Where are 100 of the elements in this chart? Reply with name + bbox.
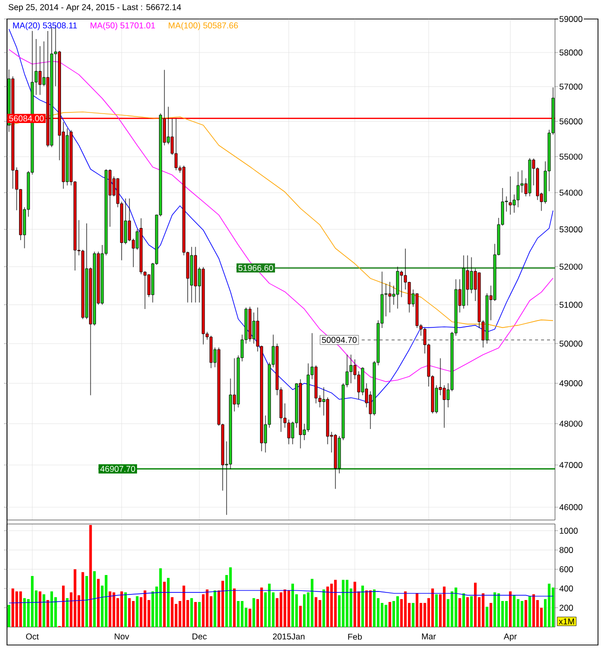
bar xyxy=(318,600,322,628)
bar xyxy=(482,593,484,628)
y-tick-label: 600 xyxy=(560,566,573,572)
candlestick xyxy=(508,176,512,215)
candlestick xyxy=(396,266,400,309)
text: MA(50) 51701.01 xyxy=(90,22,155,30)
x-tick-label: Feb xyxy=(348,634,362,640)
bar xyxy=(346,580,348,628)
bar xyxy=(330,584,333,628)
bar xyxy=(42,594,46,628)
bar xyxy=(404,591,407,628)
bar xyxy=(233,588,236,628)
candlestick xyxy=(400,270,403,298)
y-tick-label: 55000 xyxy=(560,154,582,160)
bar xyxy=(369,590,372,628)
bar xyxy=(206,589,208,628)
bar xyxy=(93,571,96,628)
x-tick-label: Mar xyxy=(422,634,436,640)
bar xyxy=(490,602,492,628)
y-tick-label: 48000 xyxy=(559,420,582,427)
bar xyxy=(128,598,131,628)
bar xyxy=(198,602,201,628)
y-tick-label: 50000 xyxy=(560,340,582,347)
bar xyxy=(431,588,434,628)
y-tick-label: 57000 xyxy=(560,84,582,90)
y-tick-label: 47000 xyxy=(559,462,582,468)
bar xyxy=(493,592,496,628)
bar xyxy=(15,591,18,628)
x-tick-label: Dec xyxy=(192,634,207,640)
bar xyxy=(50,591,54,628)
candlestick xyxy=(388,282,392,313)
bar xyxy=(450,591,454,628)
y-tick-label: 46000 xyxy=(559,504,582,510)
bar xyxy=(38,591,42,628)
candlestick xyxy=(349,354,352,384)
bar xyxy=(194,602,197,628)
bar xyxy=(30,576,34,628)
x-tick-label: Nov xyxy=(114,634,130,640)
bar xyxy=(97,578,100,628)
bar xyxy=(466,597,469,628)
bar xyxy=(190,598,193,628)
bar xyxy=(303,594,306,628)
bar xyxy=(66,598,69,628)
bar xyxy=(532,594,535,628)
ref-line-label: 50094.70 xyxy=(322,336,357,343)
bar xyxy=(310,578,314,628)
y-tick-label: 58000 xyxy=(560,50,582,56)
y-tick-label: 1000 xyxy=(560,528,578,534)
bar xyxy=(470,596,473,628)
bar xyxy=(19,591,22,628)
bar xyxy=(462,593,465,628)
bar xyxy=(516,599,520,628)
bar xyxy=(474,582,477,628)
bar xyxy=(548,584,550,628)
bar xyxy=(163,582,166,628)
y-tick-label: 53000 xyxy=(560,226,582,232)
bar xyxy=(512,595,516,628)
bar xyxy=(236,601,240,628)
bar xyxy=(528,596,532,628)
ref-line-label: 51966.60 xyxy=(238,264,274,271)
candlestick xyxy=(38,46,42,96)
bar xyxy=(497,593,500,628)
bar xyxy=(384,604,388,628)
y-tick-label: 800 xyxy=(560,547,573,553)
bar xyxy=(287,590,290,628)
bar xyxy=(240,601,244,628)
bar xyxy=(412,602,414,628)
bar xyxy=(221,580,224,628)
candlestick xyxy=(252,312,256,344)
bar xyxy=(170,597,174,628)
series-label: MA(20) 53508.11 xyxy=(13,22,77,30)
bar xyxy=(280,592,282,628)
candlestick xyxy=(124,198,128,244)
ref-line-label: 56084.00 xyxy=(9,115,44,122)
bar xyxy=(372,589,376,628)
line-series xyxy=(8,112,554,328)
bar xyxy=(299,606,302,628)
ref-line-label: 46907.70 xyxy=(100,466,136,472)
bar xyxy=(8,604,10,628)
bar xyxy=(314,597,318,628)
candlestick xyxy=(174,118,178,171)
y-tick-label: 56000 xyxy=(560,118,582,124)
x-tick-label: Apr xyxy=(504,634,517,642)
text: MA(100) 50587.66 xyxy=(168,22,238,30)
x-tick-label: 2015Jan xyxy=(272,634,304,640)
bar xyxy=(85,576,88,628)
y-tick-label: 49000 xyxy=(559,380,582,386)
bar xyxy=(260,588,263,628)
y-tick-label: 51000 xyxy=(560,302,582,308)
bar xyxy=(322,589,326,628)
bar xyxy=(62,586,65,628)
bar xyxy=(136,596,139,628)
bar xyxy=(268,584,271,628)
bar xyxy=(524,600,528,628)
bar xyxy=(229,567,232,628)
bar xyxy=(104,575,108,628)
bar xyxy=(166,578,170,628)
bar xyxy=(505,601,508,628)
bar xyxy=(416,593,418,628)
bar xyxy=(334,580,337,628)
